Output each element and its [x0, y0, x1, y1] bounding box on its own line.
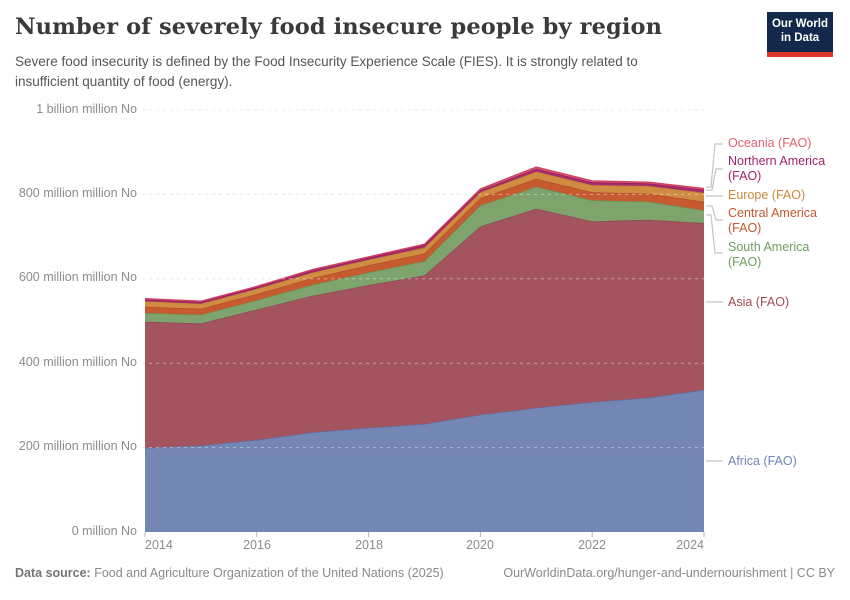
chart-subtitle: Severe food insecurity is defined by the… — [15, 54, 638, 89]
y-tick-600: 600 million million No — [18, 270, 137, 284]
page-title: Number of severely food insecure people … — [15, 14, 663, 40]
data-source-text: Data source: Food and Agriculture Organi… — [15, 566, 444, 580]
owid-logo[interactable]: Our World in Data — [767, 12, 833, 57]
x-tick-2018: 2018 — [355, 538, 383, 552]
y-tick-0: 0 million No — [71, 524, 137, 538]
legend-item-europe[interactable]: Europe (FAO) — [728, 188, 806, 202]
x-tick-2022: 2022 — [578, 538, 606, 552]
x-tick-2014: 2014 — [145, 538, 173, 552]
legend-item-central-america[interactable]: Central America (FAO) — [728, 206, 817, 235]
y-tick-200: 200 million million No — [18, 439, 137, 453]
y-tick-1b: 1 billion million No — [36, 102, 137, 116]
x-tick-2016: 2016 — [243, 538, 271, 552]
x-tick-2024: 2024 — [676, 538, 704, 552]
data-source-value: Food and Agriculture Organization of the… — [90, 566, 444, 580]
owid-logo-line2: in Data — [780, 32, 820, 44]
y-tick-400: 400 million million No — [18, 355, 137, 369]
data-source-label: Data source: — [15, 566, 91, 580]
legend-item-south-america[interactable]: South America (FAO) — [728, 240, 810, 269]
legend-item-africa[interactable]: Africa (FAO) — [728, 454, 797, 468]
legend-item-asia[interactable]: Asia (FAO) — [728, 295, 790, 309]
legend-item-northern-america[interactable]: Northern America (FAO) — [728, 154, 826, 183]
y-tick-800: 800 million million No — [18, 186, 137, 200]
owid-url-link[interactable]: OurWorldinData.org/hunger-and-undernouri… — [503, 566, 835, 580]
owid-logo-line1: Our World — [771, 18, 828, 31]
x-tick-2020: 2020 — [466, 538, 494, 552]
legend-item-oceania[interactable]: Oceania (FAO) — [728, 136, 812, 150]
